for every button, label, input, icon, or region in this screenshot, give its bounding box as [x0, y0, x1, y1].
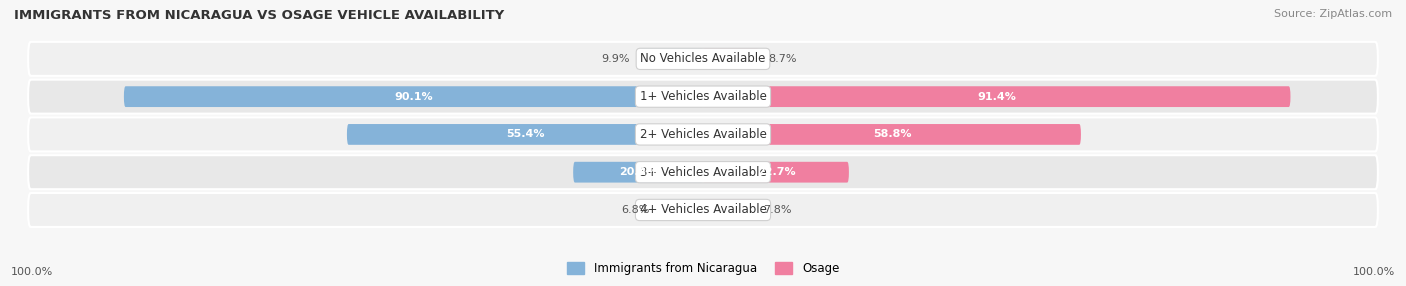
Text: 20.2%: 20.2% [619, 167, 658, 177]
Text: 58.8%: 58.8% [873, 130, 911, 139]
Text: 100.0%: 100.0% [1353, 267, 1395, 277]
Text: 1+ Vehicles Available: 1+ Vehicles Available [640, 90, 766, 103]
FancyBboxPatch shape [640, 49, 703, 69]
Text: 6.8%: 6.8% [621, 205, 650, 215]
FancyBboxPatch shape [28, 42, 1378, 76]
Legend: Immigrants from Nicaragua, Osage: Immigrants from Nicaragua, Osage [562, 258, 844, 280]
Text: 8.7%: 8.7% [769, 54, 797, 64]
FancyBboxPatch shape [703, 124, 1081, 145]
Text: 3+ Vehicles Available: 3+ Vehicles Available [640, 166, 766, 179]
FancyBboxPatch shape [703, 200, 754, 220]
FancyBboxPatch shape [28, 80, 1378, 114]
Text: 55.4%: 55.4% [506, 130, 544, 139]
FancyBboxPatch shape [703, 49, 759, 69]
Text: Source: ZipAtlas.com: Source: ZipAtlas.com [1274, 9, 1392, 19]
Text: 4+ Vehicles Available: 4+ Vehicles Available [640, 203, 766, 217]
Text: 100.0%: 100.0% [11, 267, 53, 277]
Text: 91.4%: 91.4% [977, 92, 1017, 102]
FancyBboxPatch shape [574, 162, 703, 182]
FancyBboxPatch shape [347, 124, 703, 145]
FancyBboxPatch shape [28, 118, 1378, 151]
Text: No Vehicles Available: No Vehicles Available [640, 52, 766, 65]
FancyBboxPatch shape [124, 86, 703, 107]
FancyBboxPatch shape [703, 86, 1291, 107]
FancyBboxPatch shape [28, 155, 1378, 189]
Text: 90.1%: 90.1% [394, 92, 433, 102]
FancyBboxPatch shape [659, 200, 703, 220]
Text: 7.8%: 7.8% [763, 205, 792, 215]
Text: 9.9%: 9.9% [602, 54, 630, 64]
FancyBboxPatch shape [28, 193, 1378, 227]
Text: IMMIGRANTS FROM NICARAGUA VS OSAGE VEHICLE AVAILABILITY: IMMIGRANTS FROM NICARAGUA VS OSAGE VEHIC… [14, 9, 505, 21]
FancyBboxPatch shape [703, 162, 849, 182]
Text: 22.7%: 22.7% [756, 167, 796, 177]
Text: 2+ Vehicles Available: 2+ Vehicles Available [640, 128, 766, 141]
